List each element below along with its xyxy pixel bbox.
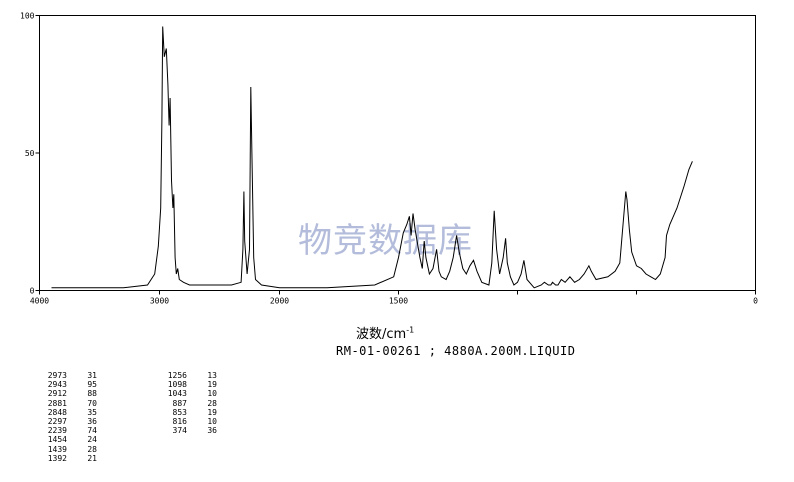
- peak-row: 1098 19: [157, 380, 217, 389]
- x-tick-label: 0: [753, 297, 758, 306]
- peak-wavenumber: 1256: [167, 371, 187, 380]
- peak-row: 2297 36: [37, 417, 97, 426]
- peak-intensity: 31: [87, 371, 97, 380]
- peak-wavenumber: 374: [172, 426, 187, 436]
- peak-row: 374 36: [157, 426, 217, 435]
- peak-intensity: 19: [207, 407, 217, 417]
- peak-intensity: 35: [87, 407, 97, 417]
- y-tick-label: 100: [20, 12, 35, 21]
- x-tick-label: 4000: [30, 297, 49, 306]
- peak-wavenumber: 2973: [47, 371, 67, 380]
- peak-intensity: 95: [87, 380, 97, 390]
- peak-wavenumber: 2881: [47, 398, 67, 408]
- peak-wavenumber: 2848: [47, 407, 67, 417]
- peak-wavenumber: 1043: [167, 389, 187, 399]
- peak-intensity: 36: [207, 426, 217, 436]
- peak-row: 1256 13: [157, 371, 217, 380]
- peak-row: 2973 31: [37, 371, 97, 380]
- peak-wavenumber: 887: [172, 398, 187, 408]
- peak-wavenumber: 1098: [167, 380, 187, 390]
- peak-intensity: 36: [87, 417, 97, 427]
- peak-row: 2848 35: [37, 408, 97, 417]
- peak-table-column: 2973 31 2943 95 2912 88 2881 70 2848 35 2297 36 2239…: [37, 371, 97, 463]
- peak-intensity: 10: [207, 417, 217, 427]
- x-axis-label: 波数/cm-1: [356, 325, 415, 342]
- peak-intensity: 70: [87, 398, 97, 408]
- peak-row: 2912 88: [37, 389, 97, 398]
- peak-intensity: 10: [207, 389, 217, 399]
- sample-label: RM-01-00261 ; 4880A.200M.LIQUID: [336, 344, 576, 358]
- peak-row: 2881 70: [37, 399, 97, 408]
- x-tick-label: 2000: [270, 297, 289, 306]
- peak-wavenumber: 2912: [47, 389, 67, 399]
- peak-wavenumber: 853: [172, 407, 187, 417]
- peak-row: 1043 10: [157, 389, 217, 398]
- peak-intensity: 13: [207, 371, 217, 380]
- peak-row: 853 19: [157, 408, 217, 417]
- x-axis: 4000 3000 2000 1500 0: [30, 290, 758, 306]
- peak-row: 887 28: [157, 399, 217, 408]
- peak-table-column: 1256 13 1098 19 1043 10 887 28 853 19 816 10 374 36: [157, 371, 217, 435]
- spectrum-line: [51, 26, 693, 289]
- peak-wavenumber: 2297: [47, 417, 67, 427]
- y-tick-label: 0: [30, 287, 35, 296]
- peak-intensity: 28: [87, 444, 97, 454]
- peak-row: 816 10: [157, 417, 217, 426]
- x-tick-label: 1500: [389, 297, 408, 306]
- peak-wavenumber: 1392: [47, 453, 67, 463]
- y-axis: 0 50 100: [20, 12, 40, 296]
- peak-row: 1439 28: [37, 445, 97, 454]
- peak-intensity: 19: [207, 380, 217, 390]
- peak-wavenumber: 2943: [47, 380, 67, 390]
- peak-intensity: 74: [87, 426, 97, 436]
- peak-wavenumber: 2239: [47, 426, 67, 436]
- peak-intensity: 88: [87, 389, 97, 399]
- peak-wavenumber: 1439: [47, 444, 67, 454]
- peak-row: 2239 74: [37, 426, 97, 435]
- peak-intensity: 28: [207, 398, 217, 408]
- peak-intensity: 24: [87, 435, 97, 445]
- x-tick-label: 3000: [150, 297, 169, 306]
- peak-row: 1454 24: [37, 435, 97, 444]
- y-tick-label: 50: [25, 149, 35, 158]
- peak-row: 1392 21: [37, 454, 97, 463]
- peak-wavenumber: 816: [172, 417, 187, 427]
- watermark: 物竞数据库: [298, 221, 473, 261]
- peak-intensity: 21: [87, 453, 97, 463]
- peak-row: 2943 95: [37, 380, 97, 389]
- peak-wavenumber: 1454: [47, 435, 67, 445]
